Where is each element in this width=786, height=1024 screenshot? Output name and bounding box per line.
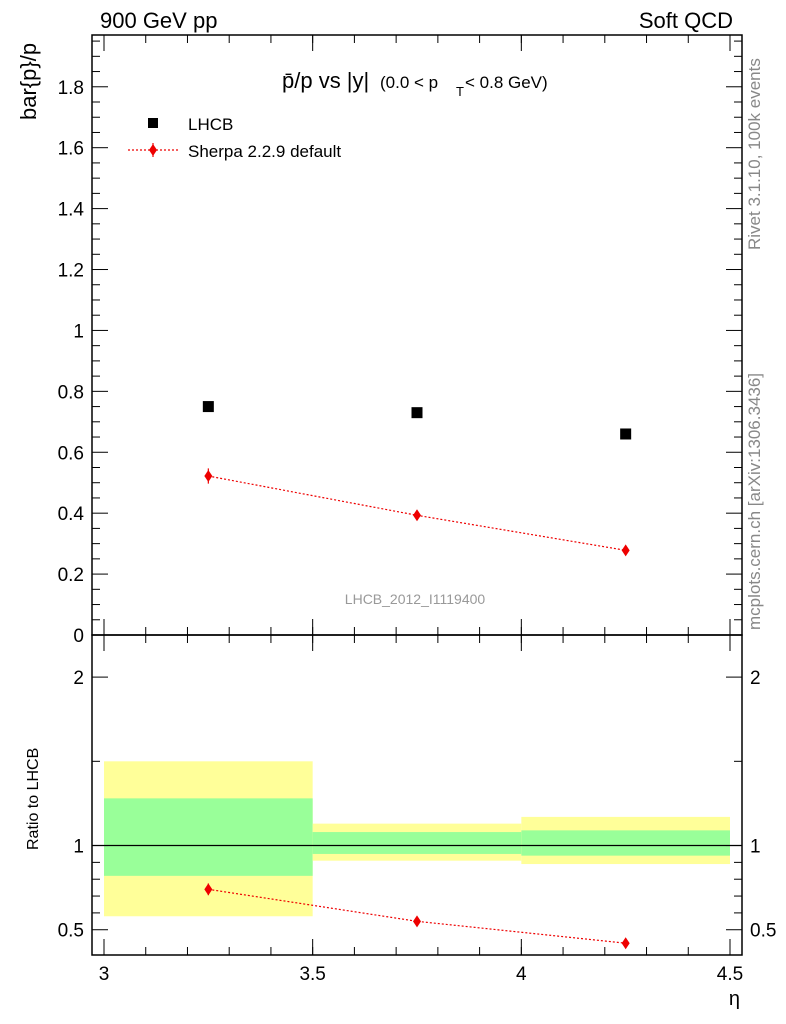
- main-panel: p̄/p vs |y| (0.0 < p T < 0.8 GeV) bar{p}…: [16, 34, 743, 647]
- header-left: 900 GeV pp: [100, 8, 217, 33]
- main-y-axis-label: bar{p}/p: [16, 43, 41, 120]
- ratio-sherpa-point: [621, 937, 630, 950]
- ratio-axes: 0.5 0.5 1 1 2 2 3 3.5 4 4.5: [58, 635, 776, 985]
- sherpa-point: [621, 544, 630, 557]
- main-title-sub-end: < 0.8 GeV): [465, 73, 548, 92]
- ratio-sherpa-point: [204, 883, 213, 896]
- main-ytick-label: 1.4: [58, 200, 85, 221]
- lhcb-point: [202, 401, 214, 413]
- lhcb-point: [411, 407, 423, 419]
- main-ytick-label: 1.2: [58, 261, 84, 282]
- sherpa-point: [413, 509, 421, 522]
- watermark: LHCB_2012_I1119400: [345, 591, 486, 607]
- ratio-xtick-label: 3.5: [299, 964, 325, 985]
- side-label-top: Rivet 3.1.10, 100k events: [745, 58, 764, 250]
- ratio-sherpa-point: [413, 915, 421, 928]
- legend-sherpa-marker: [149, 144, 157, 156]
- main-ytick-label: 0: [73, 626, 84, 647]
- main-title-sub-index: T: [456, 84, 464, 99]
- ratio-band-green: [104, 798, 313, 876]
- ratio-y-axis-label: Ratio to LHCB: [25, 748, 42, 850]
- lhcb-point: [620, 428, 632, 440]
- ratio-band-green: [521, 830, 730, 856]
- main-marks: [202, 401, 632, 557]
- main-ytick-label: 1.8: [58, 78, 84, 99]
- ratio-xtick-label: 4: [516, 964, 527, 985]
- side-label-bottom: mcplots.cern.ch [arXiv:1306.3436]: [745, 373, 764, 630]
- ratio-bands: [104, 761, 730, 917]
- ratio-band-green: [312, 832, 522, 854]
- ratio-ytick-label-left: 2: [73, 668, 84, 689]
- main-ytick-label: 0.6: [58, 443, 84, 464]
- legend-sherpa-label: Sherpa 2.2.9 default: [188, 142, 341, 161]
- legend-lhcb-marker: [148, 118, 158, 128]
- ratio-ytick-label-right: 2: [750, 668, 761, 689]
- main-ytick-label: 0.4: [58, 504, 85, 525]
- ratio-xtick-label: 4.5: [717, 964, 743, 985]
- main-ytick-label: 0.8: [58, 382, 84, 403]
- ratio-plot-frame: [91, 634, 743, 956]
- ratio-ytick-label-left: 1: [73, 837, 84, 858]
- ratio-marks: [204, 883, 630, 950]
- ratio-xtick-label: 3: [99, 964, 110, 985]
- ratio-ytick-label-left: 0.5: [58, 921, 84, 942]
- ratio-ytick-label-right: 1: [750, 837, 761, 858]
- main-title-group: p̄/p vs |y| (0.0 < p T < 0.8 GeV): [282, 68, 548, 99]
- main-axes: 0 0.2 0.4 0.6 0.8 1 1.2 1.4 1.6 1.8: [58, 35, 742, 647]
- ratio-ytick-label-right: 0.5: [750, 921, 776, 942]
- main-ytick-label: 1.6: [58, 139, 84, 160]
- main-ytick-label: 1: [73, 321, 84, 342]
- legend: LHCB Sherpa 2.2.9 default: [128, 115, 341, 161]
- main-ytick-label: 0.2: [58, 565, 84, 586]
- x-axis-label: η: [729, 988, 740, 1010]
- legend-lhcb-label: LHCB: [188, 115, 233, 134]
- ratio-panel: 0.5 0.5 1 1 2 2 3 3.5 4 4.5 Ratio to LHCB η: [25, 634, 776, 1010]
- main-title-sub: (0.0 < p: [380, 73, 438, 92]
- main-title-text: p̄/p vs |y|: [282, 68, 369, 93]
- header-right: Soft QCD: [639, 8, 733, 33]
- sherpa-point: [204, 470, 213, 483]
